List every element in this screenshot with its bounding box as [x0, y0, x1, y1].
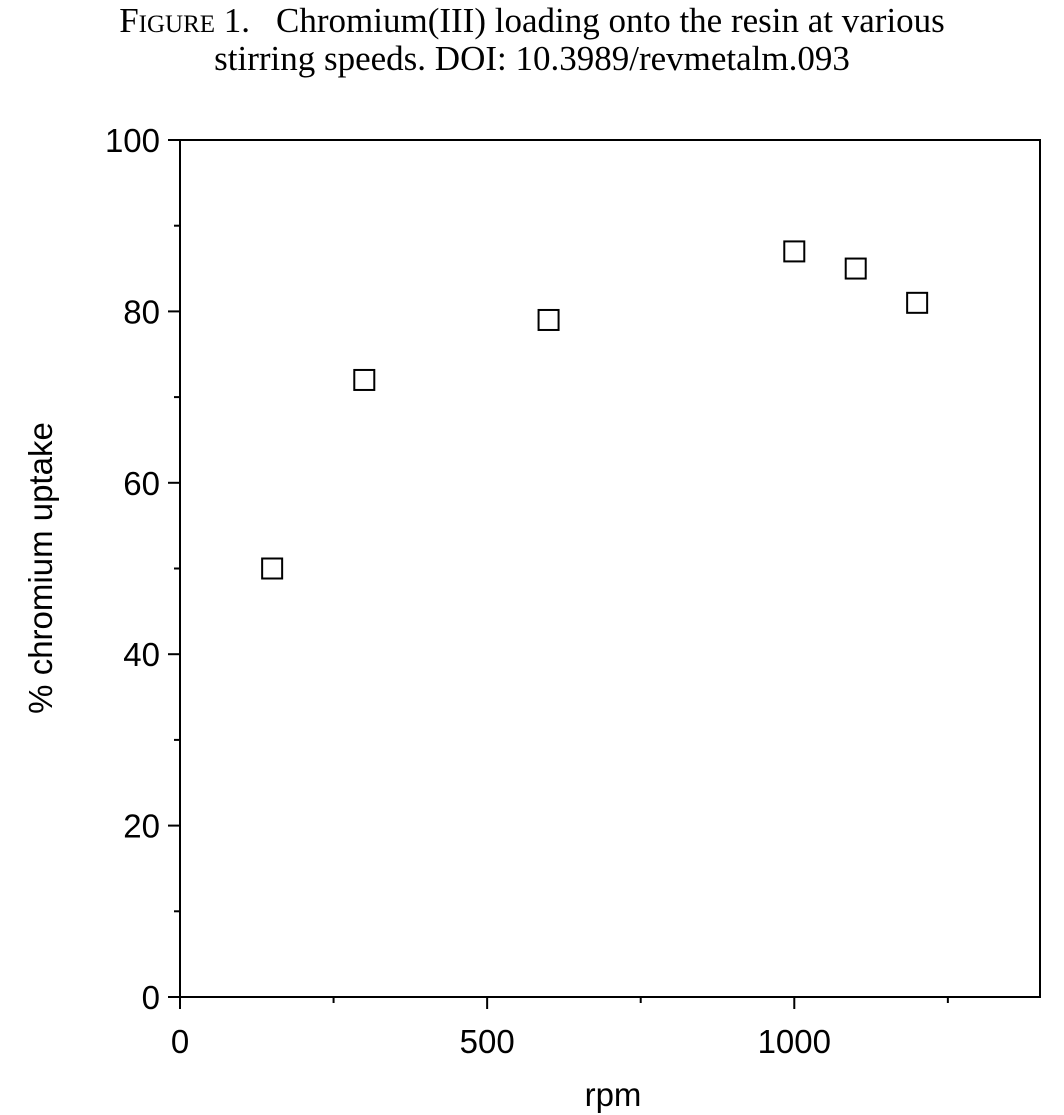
data-point [537, 308, 560, 331]
y-tick-label: 80 [123, 293, 160, 330]
y-tick-label: 20 [123, 808, 160, 845]
figure-label: Figure 1. [119, 1, 251, 40]
axes [179, 139, 1041, 998]
data-point [353, 368, 376, 391]
plot-frame [179, 139, 1041, 998]
x-tick-label: 1000 [758, 1023, 831, 1060]
data-point [906, 291, 929, 314]
y-tick-label: 60 [123, 465, 160, 502]
x-tick-label: 0 [171, 1023, 189, 1060]
figure-caption: Figure 1. Chromium(III) loading onto the … [0, 2, 1064, 78]
caption-line-1: Figure 1. Chromium(III) loading onto the … [0, 2, 1064, 40]
data-point [261, 557, 284, 580]
data-point [783, 240, 806, 263]
y-tick-label: 0 [142, 979, 160, 1016]
x-axis-title: rpm [585, 1076, 642, 1113]
y-tick-label: 100 [105, 122, 160, 159]
data-points [261, 240, 929, 580]
y-axis-title: % chromium uptake [22, 422, 59, 714]
y-tick-label: 40 [123, 636, 160, 673]
x-tick-label: 500 [460, 1023, 515, 1060]
data-point [844, 257, 867, 280]
caption-text-1: Chromium(III) loading onto the resin at … [276, 1, 945, 40]
caption-line-2: stirring speeds. DOI: 10.3989/revmetalm.… [214, 39, 850, 78]
